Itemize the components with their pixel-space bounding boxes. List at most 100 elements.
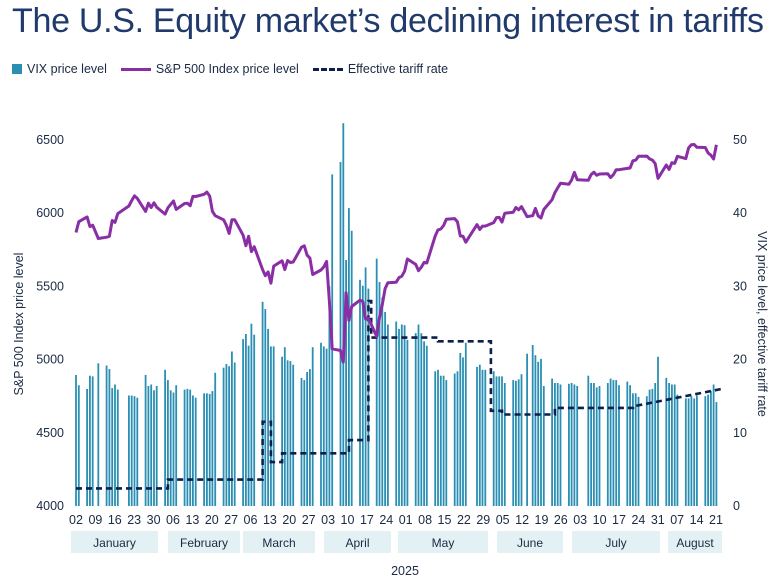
vix-bar [515,380,517,506]
y-axis-left: 4000 4500 5000 5500 6000 6500 [36,133,64,513]
month-label: February [180,536,228,550]
x-tick: 22 [457,513,471,527]
y-tick-left: 5500 [36,279,64,293]
vix-bar [300,377,303,506]
vix-bar [648,389,651,506]
vix-bar [414,333,417,506]
vix-bar [462,357,464,506]
vix-bar [526,353,528,506]
vix-bar [554,383,556,506]
vix-bar [595,387,598,506]
vix-bar [233,362,236,506]
x-tick: 13 [263,513,277,527]
vix-bar [590,383,592,506]
x-tick: 29 [476,513,490,527]
vix-bar [348,208,350,506]
vix-bar [637,396,640,506]
x-axis: 02 09 16 23 30 06 13 20 27 06 13 20 27 03 10 17 24 01 08 15… [69,513,723,527]
vix-bar [437,369,439,506]
vix-bar [283,347,286,506]
vix-bar [147,386,150,506]
vix-bar [211,391,214,506]
month-label: March [262,536,295,550]
vix-bar [303,380,306,506]
vix-bar [676,394,679,506]
vix-bar [420,333,423,506]
y-tick-left: 4500 [36,426,64,440]
x-tick: 16 [108,513,122,527]
vix-bar [690,396,693,506]
vix-bar [520,374,523,506]
vix-bar [387,324,389,506]
vix-bar [453,373,456,506]
vix-bar [481,369,484,506]
vix-bar [606,383,609,506]
vix-bar [381,297,384,506]
x-tick: 03 [321,513,335,527]
vix-bar [398,328,400,506]
vix-bar [91,376,94,506]
y-tick-right: 0 [733,499,740,513]
vix-bar [501,376,503,506]
vix-bar [570,383,573,506]
vix-bar [417,324,420,506]
month-label: May [432,536,455,550]
x-tick: 14 [690,513,704,527]
vix-bar [593,383,595,506]
y-axis-label-right: VIX price level, effective tariff rate [755,231,769,417]
vix-bar [192,395,194,506]
vix-bar [395,321,398,506]
vix-swatch [12,64,22,74]
vix-bar [345,260,347,506]
x-tick: 06 [166,513,180,527]
vix-bar [573,384,576,506]
x-axis-label: 2025 [391,564,419,578]
x-tick: 24 [631,513,645,527]
vix-bar [89,375,91,506]
vix-bar [144,375,147,506]
vix-bar [289,361,292,506]
y-tick-left: 5000 [36,353,64,367]
vix-bar [498,376,501,506]
vix-bar [130,395,133,506]
vix-bar [478,364,481,506]
vix-bar [598,386,601,506]
vix-bar [439,375,442,506]
vix-bar [116,389,119,506]
vix-bar [609,378,612,506]
vix-bar [364,267,367,506]
vix-bar [400,324,403,506]
vix-bar [668,383,670,506]
vix-bar [75,375,77,506]
vix-bar [105,365,108,506]
vix-bar [169,390,172,506]
vix-bar [311,347,314,506]
vix-bar [250,323,253,506]
y-tick-left: 6000 [36,206,64,220]
legend-item-vix: VIX price level [12,62,107,76]
legend-label-tariff: Effective tariff rate [347,62,449,76]
vix-bar [687,398,690,506]
vix-bar [651,388,654,506]
vix-bar [350,230,353,507]
vix-bar [261,301,264,506]
vix-bar [231,351,233,506]
vix-bar [328,286,331,506]
vix-bar [537,361,540,506]
vix-bar [86,388,88,506]
tariff-swatch [312,67,343,71]
vix-bar [306,372,308,506]
x-tick: 08 [418,513,432,527]
y-tick-left: 6500 [36,133,64,147]
y-axis-label-left: S&P 500 Index price level [12,253,26,396]
vix-bar [183,389,186,506]
vix-bars [75,123,718,507]
vix-bar [612,380,615,506]
vix-bar [186,388,189,506]
vix-bar [568,383,570,506]
month-bands: January February March April May June July Augu… [71,531,722,553]
vix-bar [208,394,211,506]
vix-bar [136,397,139,506]
x-tick: 31 [651,513,665,527]
vix-bar [534,355,537,506]
